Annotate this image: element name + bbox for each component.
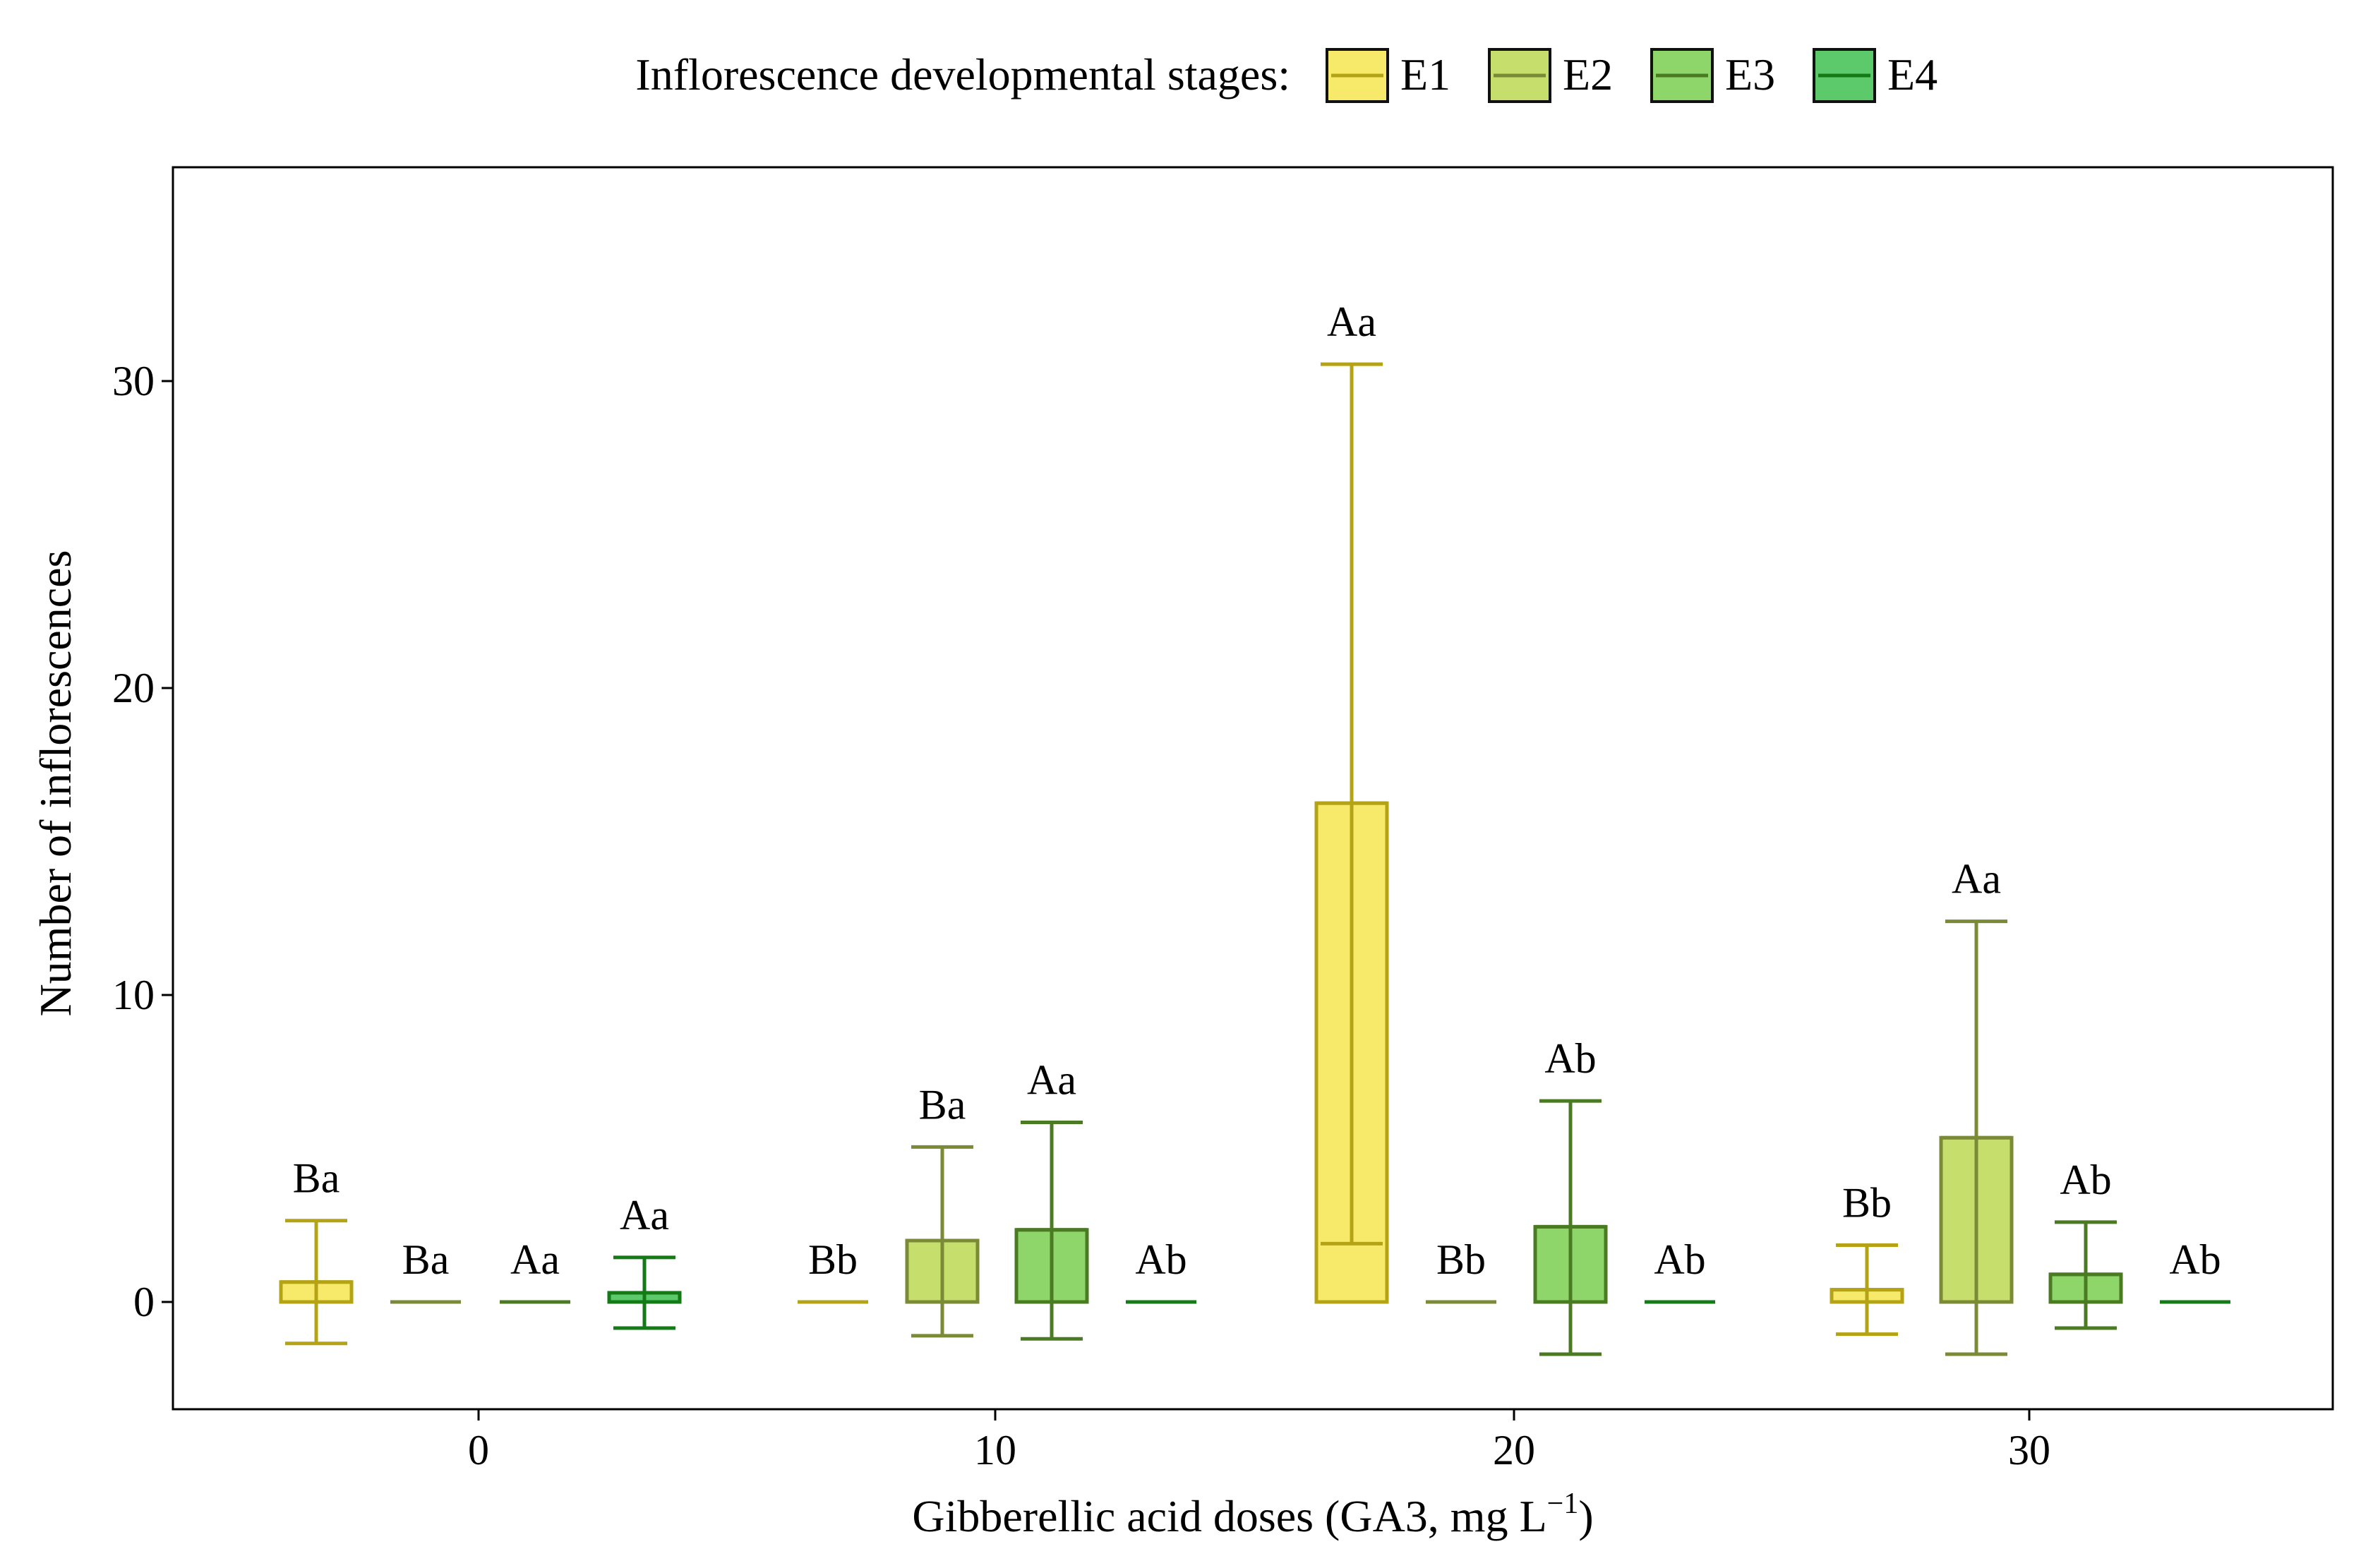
bar-group-e4-10: Ab [1126, 1236, 1196, 1304]
bar-group-e2-20: Bb [1426, 1236, 1496, 1304]
x-tick-label: 20 [1493, 1427, 1535, 1473]
significance-label: Ba [402, 1236, 450, 1283]
significance-label: Bb [1842, 1180, 1892, 1226]
significance-label: Aa [1327, 298, 1376, 345]
y-tick-label: 30 [112, 358, 155, 404]
bar-group-e2-10: Ba [905, 1081, 980, 1338]
bar-group-e1-20: Aa [1314, 298, 1389, 1304]
bar-group-e3-30: Ab [2048, 1157, 2123, 1330]
significance-label: Bb [1436, 1236, 1486, 1283]
y-tick-label: 10 [112, 972, 155, 1018]
bar-group-e3-0: Aa [500, 1236, 570, 1304]
x-tick-label: 10 [974, 1427, 1016, 1473]
bars-layer: Ba Bb Aa Bb Ba Ba Bb Aa Aa Aa Ab Ab Aa Ab Ab Ab [279, 298, 2230, 1356]
y-axis-title: Number of inflorescences [30, 550, 80, 1016]
x-tick-label: 30 [2008, 1427, 2050, 1473]
plot-panel-border [172, 166, 2334, 1411]
legend-title: Inflorescence developmental stages: [635, 49, 1290, 99]
bar-group-e4-30: Ab [2160, 1236, 2230, 1304]
legend: Inflorescence developmental stages: E1 E2… [635, 48, 1938, 103]
legend-item-e4: E4 [1813, 48, 1938, 103]
x-axis-title: Gibberellic acid doses (GA3, mg L−1) [912, 1488, 1593, 1541]
bar-group-e3-20: Ab [1533, 1035, 1608, 1356]
y-axis: 0 10 20 30 [112, 358, 173, 1325]
significance-label: Ba [293, 1155, 340, 1202]
bar-group-e3-10: Aa [1014, 1057, 1089, 1341]
bar-group-e1-30: Bb [1830, 1180, 1904, 1337]
significance-label: Ab [1544, 1035, 1596, 1082]
legend-label: E4 [1887, 49, 1938, 99]
significance-label: Ab [2060, 1157, 2111, 1203]
y-tick-label: 20 [112, 665, 155, 711]
legend-item-e3: E3 [1650, 48, 1775, 103]
bar-group-e1-0: Ba [279, 1155, 354, 1346]
legend-label: E2 [1563, 49, 1613, 99]
bar-group-e2-0: Ba [390, 1236, 461, 1304]
significance-label: Aa [620, 1192, 669, 1238]
bar-group-e2-30: Aa [1939, 856, 2014, 1356]
significance-label: Aa [1027, 1057, 1076, 1104]
significance-label: Ab [1654, 1236, 1705, 1283]
bar-group-e4-0: Aa [607, 1192, 682, 1330]
legend-item-e2: E2 [1488, 48, 1613, 103]
legend-item-e1: E1 [1326, 48, 1450, 103]
legend-label: E3 [1725, 49, 1775, 99]
significance-label: Aa [510, 1236, 560, 1283]
bar-group-e1-10: Bb [798, 1236, 868, 1304]
y-tick-label: 0 [133, 1279, 155, 1325]
significance-label: Ab [1135, 1236, 1186, 1283]
significance-label: Ba [919, 1081, 966, 1128]
significance-label: Ab [2169, 1236, 2221, 1283]
significance-label: Aa [1952, 856, 2001, 903]
bar-group-e4-20: Ab [1645, 1236, 1715, 1304]
x-axis: 0 10 20 30 [468, 1409, 2050, 1473]
significance-label: Bb [808, 1236, 858, 1283]
x-tick-label: 0 [468, 1427, 489, 1473]
legend-label: E1 [1400, 49, 1450, 99]
